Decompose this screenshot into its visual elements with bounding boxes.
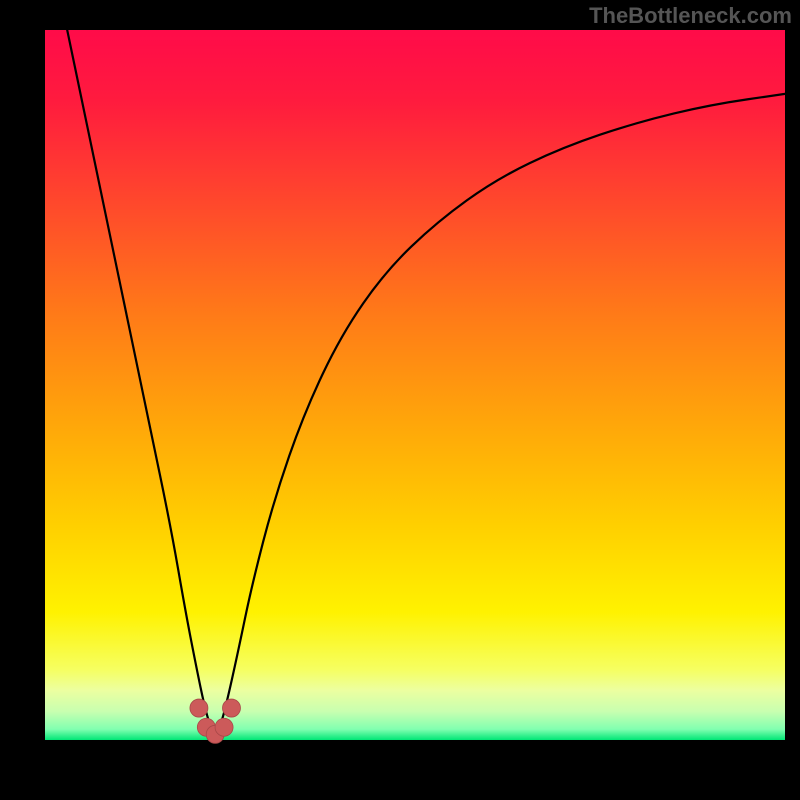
dip-marker — [215, 718, 233, 736]
chart-svg — [0, 0, 800, 800]
watermark-label: TheBottleneck.com — [589, 3, 792, 29]
plot-background — [45, 30, 785, 740]
dip-marker — [190, 699, 208, 717]
chart-container: TheBottleneck.com — [0, 0, 800, 800]
dip-marker — [222, 699, 240, 717]
